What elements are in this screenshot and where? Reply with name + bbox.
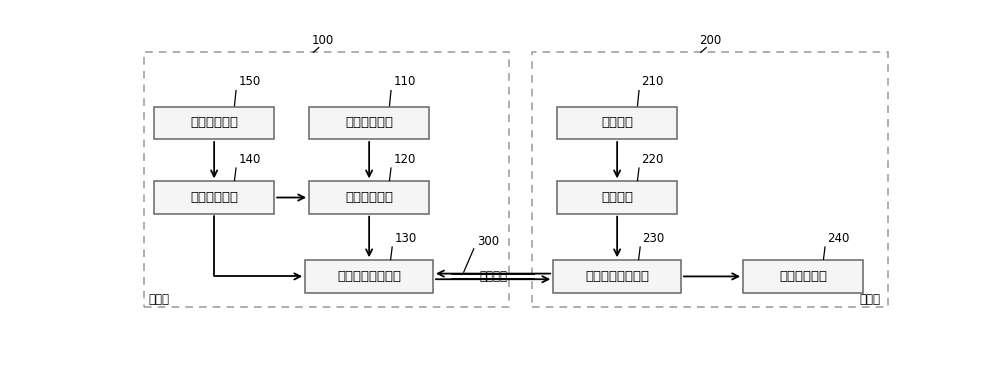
Bar xyxy=(154,181,274,214)
Text: 指令输入单元: 指令输入单元 xyxy=(345,116,393,129)
Bar xyxy=(557,181,677,214)
Bar xyxy=(144,52,509,307)
Text: 220: 220 xyxy=(641,153,664,166)
Text: 执行端: 执行端 xyxy=(860,293,881,306)
Bar xyxy=(532,52,888,307)
Text: 200: 200 xyxy=(699,34,721,47)
Text: 第一数据交换单元: 第一数据交换单元 xyxy=(337,270,401,283)
Text: 数据处理单元: 数据处理单元 xyxy=(190,191,238,204)
Text: 状态监视单元: 状态监视单元 xyxy=(190,116,238,129)
Text: 130: 130 xyxy=(395,232,417,245)
Text: 驱动单元: 驱动单元 xyxy=(601,191,633,204)
Bar xyxy=(557,107,677,139)
Text: 300: 300 xyxy=(478,235,500,248)
Bar xyxy=(743,260,863,293)
Text: 230: 230 xyxy=(643,232,665,245)
Bar xyxy=(309,107,429,139)
Text: 100: 100 xyxy=(312,34,334,47)
Bar xyxy=(154,107,274,139)
Text: 执行单元: 执行单元 xyxy=(601,116,633,129)
Bar xyxy=(305,260,433,293)
Bar xyxy=(553,260,681,293)
Text: 第二数据交换单元: 第二数据交换单元 xyxy=(585,270,649,283)
Text: 150: 150 xyxy=(238,75,261,88)
Text: 140: 140 xyxy=(238,153,261,166)
Text: 210: 210 xyxy=(641,75,664,88)
Text: 数据通道: 数据通道 xyxy=(479,270,507,283)
Text: 控制端: 控制端 xyxy=(148,293,169,306)
Text: 240: 240 xyxy=(827,232,850,245)
Text: 数据采集单元: 数据采集单元 xyxy=(779,270,827,283)
Bar xyxy=(309,181,429,214)
Text: 110: 110 xyxy=(393,75,416,88)
Text: 中央处理单元: 中央处理单元 xyxy=(345,191,393,204)
Text: 120: 120 xyxy=(393,153,416,166)
